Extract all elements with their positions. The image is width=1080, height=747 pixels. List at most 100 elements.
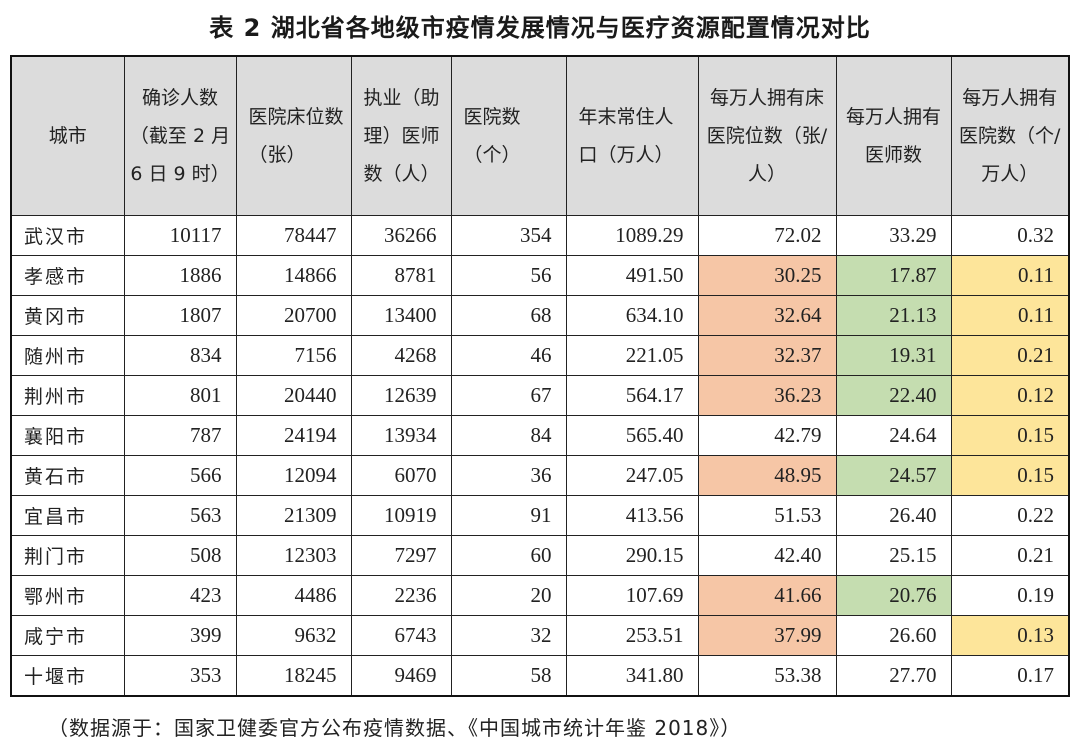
- cell-hospitals: 36: [450, 455, 567, 496]
- cell-confirmed: 399: [123, 615, 237, 656]
- table-row: 宜昌市 563 21309 10919 91 413.56 51.53 26.4…: [10, 495, 1070, 536]
- cell-doctors: 9469: [350, 655, 452, 697]
- cell-population: 491.50: [565, 255, 699, 296]
- cell-city: 荆州市: [10, 375, 125, 416]
- cell-hospitals-per-10k: 0.32: [950, 215, 1070, 256]
- cell-city: 黄石市: [10, 455, 125, 496]
- cell-population: 341.80: [565, 655, 699, 697]
- table-row: 黄石市 566 12094 6070 36 247.05 48.95 24.57…: [10, 455, 1070, 496]
- cell-hospitals-per-10k: 0.19: [950, 575, 1070, 616]
- cell-doctors: 12639: [350, 375, 452, 416]
- table-row: 荆州市 801 20440 12639 67 564.17 36.23 22.4…: [10, 375, 1070, 416]
- cell-hospitals-per-10k: 0.22: [950, 495, 1070, 536]
- cell-confirmed: 10117: [123, 215, 237, 256]
- cell-population: 290.15: [565, 535, 699, 576]
- cell-doctors: 6070: [350, 455, 452, 496]
- header-beds-per-10k: 每万人拥有床医院位数（张/人）: [697, 55, 837, 216]
- cell-doctors-per-10k: 17.87: [835, 255, 952, 296]
- cell-beds-per-10k: 72.02: [697, 215, 837, 256]
- table-row: 黄冈市 1807 20700 13400 68 634.10 32.64 21.…: [10, 295, 1070, 336]
- cell-hospitals: 91: [450, 495, 567, 536]
- table-row: 十堰市 353 18245 9469 58 341.80 53.38 27.70…: [10, 655, 1070, 697]
- cell-doctors-per-10k: 21.13: [835, 295, 952, 336]
- cell-beds-per-10k: 37.99: [697, 615, 837, 656]
- cell-population: 634.10: [565, 295, 699, 336]
- cell-hospitals-per-10k: 0.21: [950, 535, 1070, 576]
- cell-beds-per-10k: 30.25: [697, 255, 837, 296]
- cell-beds: 14866: [235, 255, 352, 296]
- cell-beds: 12094: [235, 455, 352, 496]
- table-row: 随州市 834 7156 4268 46 221.05 32.37 19.31 …: [10, 335, 1070, 376]
- cell-doctors: 6743: [350, 615, 452, 656]
- cell-doctors-per-10k: 26.40: [835, 495, 952, 536]
- cell-city: 随州市: [10, 335, 125, 376]
- cell-hospitals-per-10k: 0.17: [950, 655, 1070, 697]
- cell-hospitals: 354: [450, 215, 567, 256]
- cell-city: 孝感市: [10, 255, 125, 296]
- cell-population: 107.69: [565, 575, 699, 616]
- cell-population: 413.56: [565, 495, 699, 536]
- cell-confirmed: 787: [123, 415, 237, 456]
- cell-beds: 18245: [235, 655, 352, 697]
- cell-doctors-per-10k: 26.60: [835, 615, 952, 656]
- cell-confirmed: 1807: [123, 295, 237, 336]
- cell-doctors: 7297: [350, 535, 452, 576]
- cell-beds: 24194: [235, 415, 352, 456]
- cell-doctors-per-10k: 20.76: [835, 575, 952, 616]
- cell-hospitals-per-10k: 0.13: [950, 615, 1070, 656]
- cell-doctors: 2236: [350, 575, 452, 616]
- cell-confirmed: 801: [123, 375, 237, 416]
- cell-beds-per-10k: 51.53: [697, 495, 837, 536]
- cell-population: 1089.29: [565, 215, 699, 256]
- cell-beds-per-10k: 42.40: [697, 535, 837, 576]
- cell-hospitals: 46: [450, 335, 567, 376]
- cell-doctors-per-10k: 24.57: [835, 455, 952, 496]
- cell-doctors: 13934: [350, 415, 452, 456]
- cell-beds-per-10k: 53.38: [697, 655, 837, 697]
- cell-beds: 7156: [235, 335, 352, 376]
- cell-doctors: 10919: [350, 495, 452, 536]
- cell-beds-per-10k: 42.79: [697, 415, 837, 456]
- cell-doctors-per-10k: 19.31: [835, 335, 952, 376]
- cell-doctors: 36266: [350, 215, 452, 256]
- cell-confirmed: 353: [123, 655, 237, 697]
- cell-beds: 12303: [235, 535, 352, 576]
- cell-doctors: 4268: [350, 335, 452, 376]
- cell-population: 564.17: [565, 375, 699, 416]
- cell-doctors-per-10k: 27.70: [835, 655, 952, 697]
- cell-beds: 21309: [235, 495, 352, 536]
- cell-hospitals: 20: [450, 575, 567, 616]
- header-hospitals-per-10k: 每万人拥有医院数（个/万人）: [950, 55, 1070, 216]
- cell-confirmed: 563: [123, 495, 237, 536]
- header-population: 年末常住人口（万人）: [565, 55, 699, 216]
- cell-city: 鄂州市: [10, 575, 125, 616]
- cell-beds: 9632: [235, 615, 352, 656]
- cell-doctors: 8781: [350, 255, 452, 296]
- cell-hospitals: 56: [450, 255, 567, 296]
- cell-beds-per-10k: 32.64: [697, 295, 837, 336]
- cell-beds-per-10k: 32.37: [697, 335, 837, 376]
- table-row: 鄂州市 423 4486 2236 20 107.69 41.66 20.76 …: [10, 575, 1070, 616]
- cell-population: 253.51: [565, 615, 699, 656]
- header-hospitals: 医院数（个）: [450, 55, 567, 216]
- header-row: 城市 确诊人数（截至 2 月 6 日 9 时） 医院床位数（张） 执业（助理）医…: [10, 55, 1070, 216]
- cell-hospitals-per-10k: 0.21: [950, 335, 1070, 376]
- cell-beds-per-10k: 36.23: [697, 375, 837, 416]
- hubei-medical-resource-table: 城市 确诊人数（截至 2 月 6 日 9 时） 医院床位数（张） 执业（助理）医…: [10, 55, 1070, 697]
- cell-city: 十堰市: [10, 655, 125, 697]
- header-city: 城市: [10, 55, 125, 216]
- cell-beds: 4486: [235, 575, 352, 616]
- cell-hospitals: 67: [450, 375, 567, 416]
- table-row: 武汉市 10117 78447 36266 354 1089.29 72.02 …: [10, 215, 1070, 256]
- cell-beds: 78447: [235, 215, 352, 256]
- header-doctors: 执业（助理）医师数（人）: [350, 55, 452, 216]
- header-doctors-per-10k: 每万人拥有医师数: [835, 55, 952, 216]
- cell-hospitals-per-10k: 0.11: [950, 295, 1070, 336]
- header-beds: 医院床位数（张）: [235, 55, 352, 216]
- cell-confirmed: 508: [123, 535, 237, 576]
- cell-hospitals: 68: [450, 295, 567, 336]
- cell-confirmed: 423: [123, 575, 237, 616]
- cell-beds: 20440: [235, 375, 352, 416]
- cell-hospitals-per-10k: 0.15: [950, 455, 1070, 496]
- cell-population: 221.05: [565, 335, 699, 376]
